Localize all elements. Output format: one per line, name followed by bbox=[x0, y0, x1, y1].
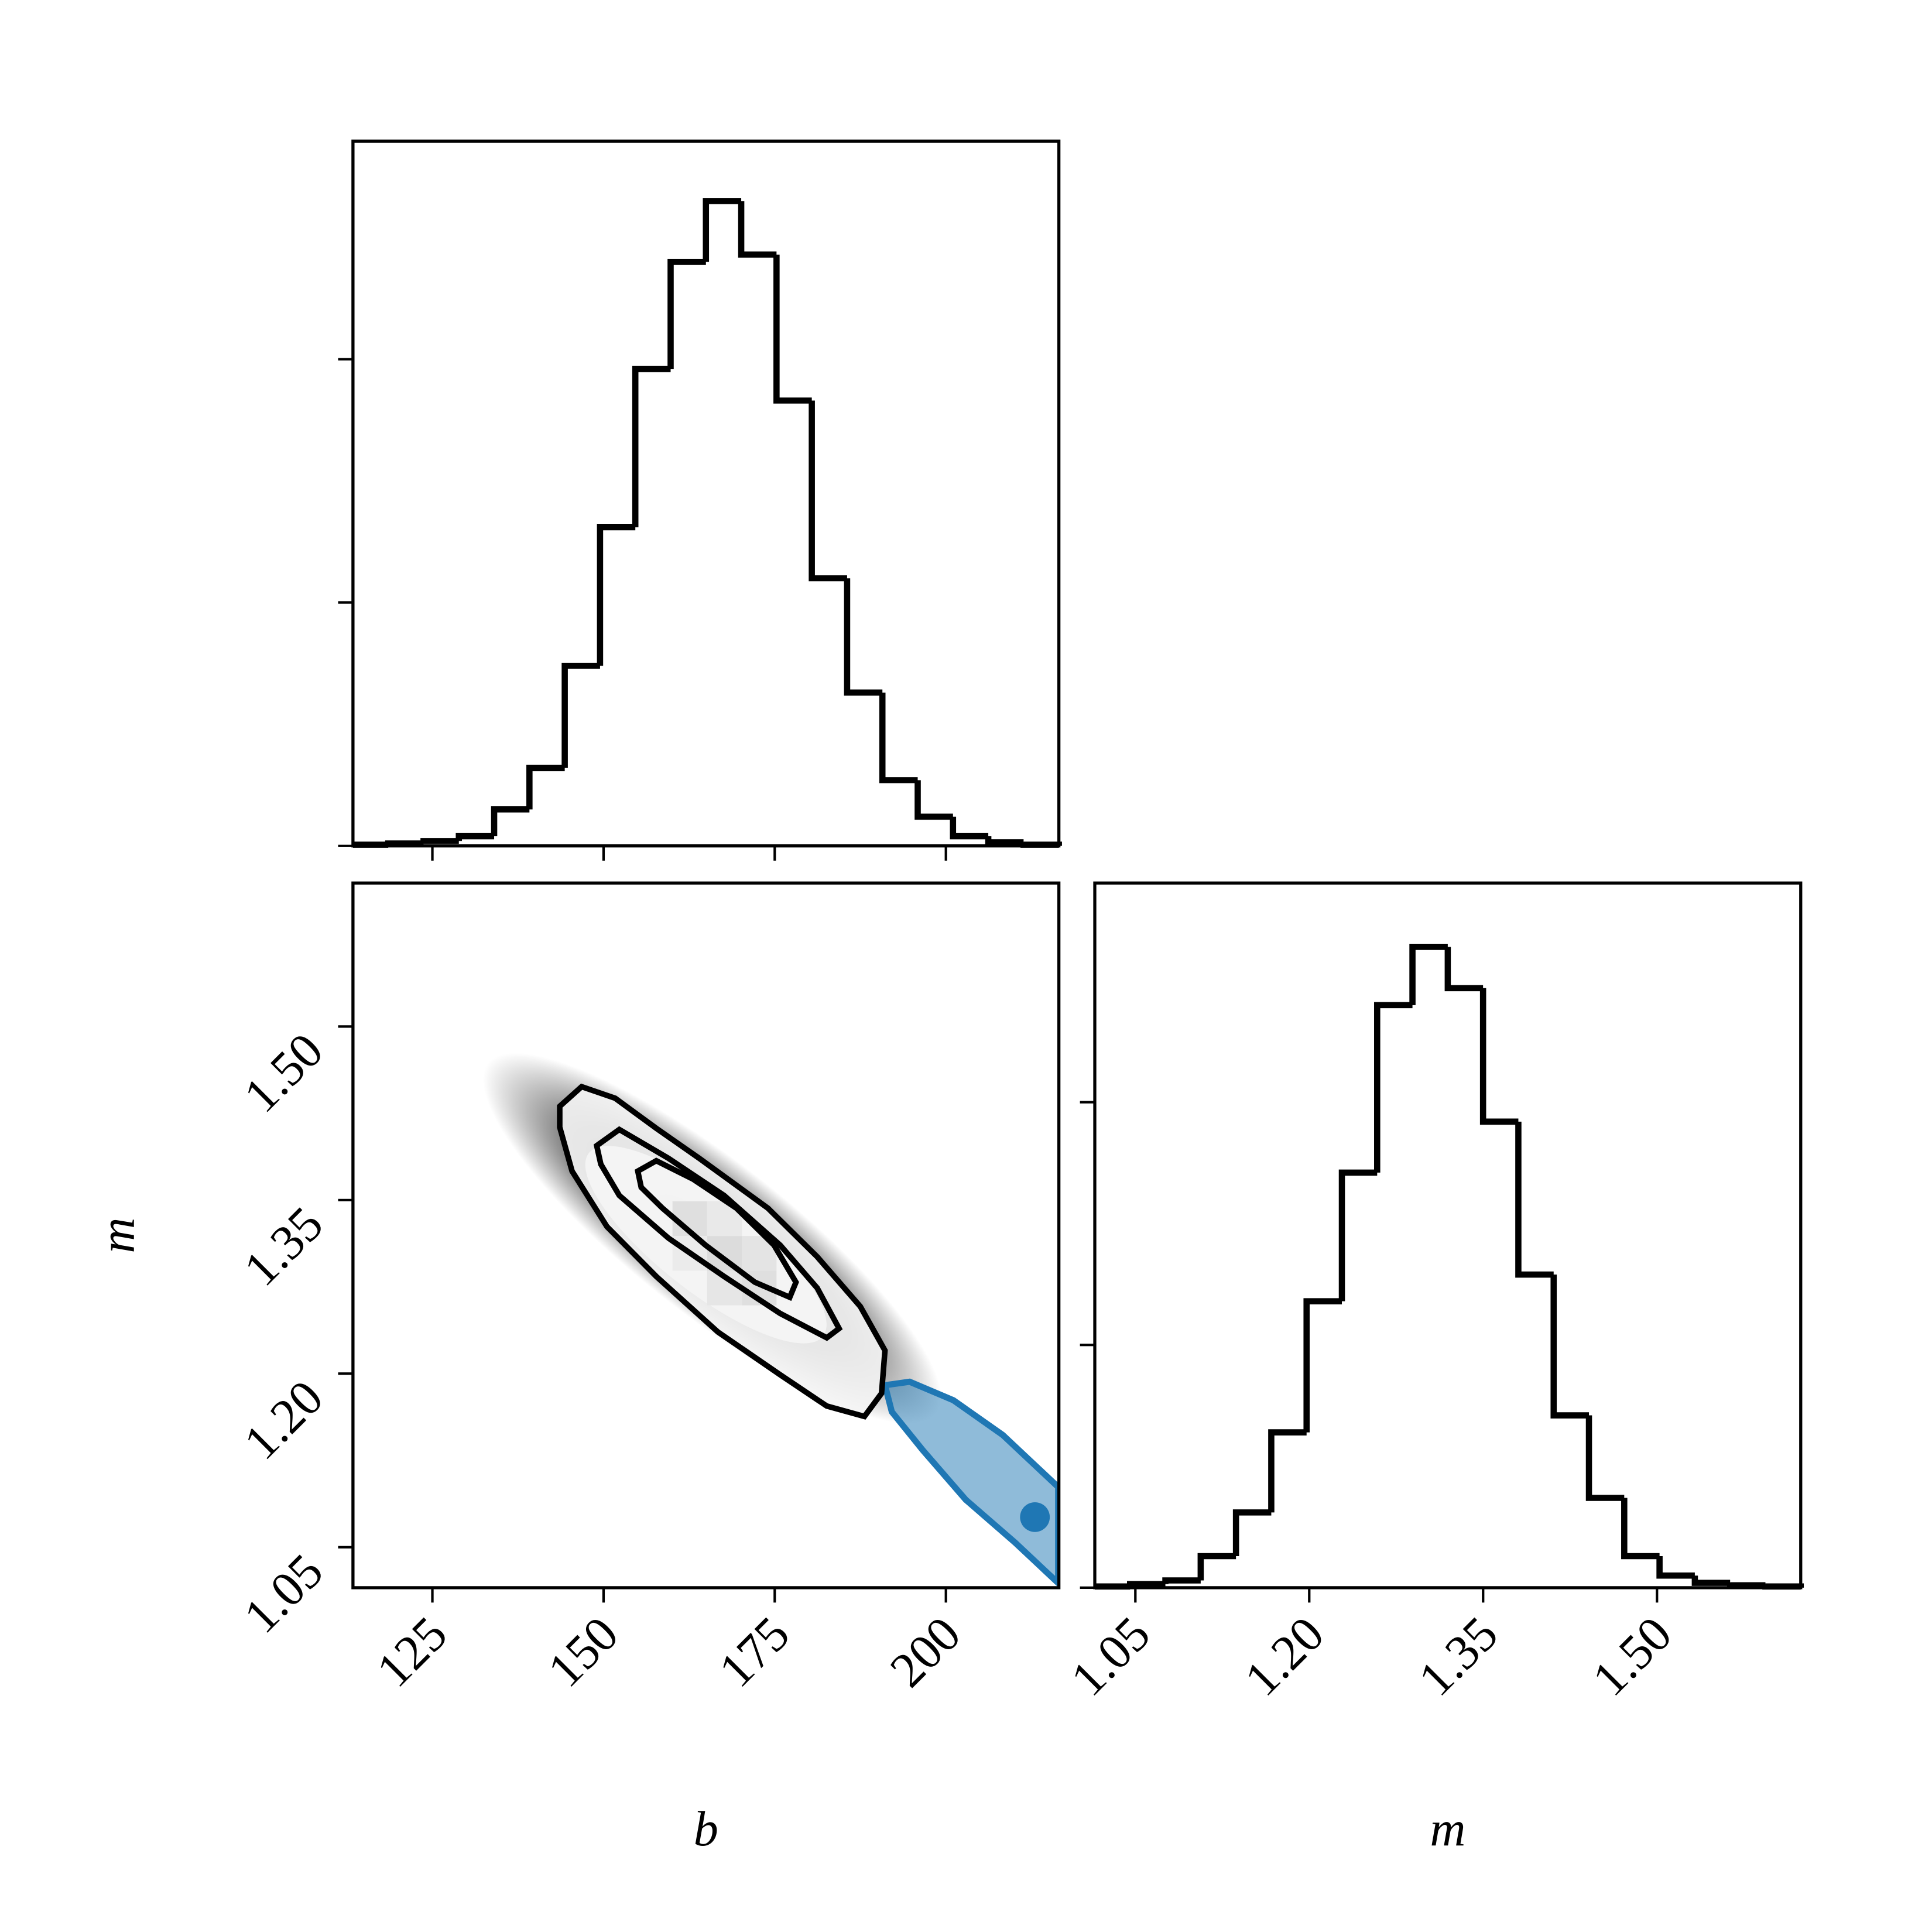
histogram-bin bbox=[1338, 1169, 1378, 1301]
histogram-bin bbox=[1656, 1556, 1695, 1579]
histogram-bin bbox=[1727, 1582, 1766, 1589]
histogram-bin bbox=[667, 259, 706, 369]
truth-region bbox=[881, 1378, 1059, 1588]
histogram-bin bbox=[1550, 1275, 1590, 1419]
x-axis-label: m bbox=[1430, 1802, 1465, 1856]
histogram-bin bbox=[703, 198, 742, 262]
histogram-bin bbox=[1197, 1553, 1236, 1581]
x-tick-label: 1.20 bbox=[1235, 1606, 1334, 1706]
histogram-bin bbox=[985, 836, 1024, 845]
histogram-bin bbox=[420, 838, 459, 844]
axes-frame bbox=[351, 139, 1061, 848]
histogram-bin bbox=[1479, 988, 1519, 1125]
x-axis-label: b bbox=[694, 1802, 718, 1856]
histogram-bin bbox=[526, 765, 565, 810]
histogram-bin bbox=[1621, 1498, 1660, 1560]
x-tick-label: 1.05 bbox=[1061, 1606, 1160, 1706]
truth-point bbox=[1020, 1502, 1050, 1532]
x-tick-label: 150 bbox=[537, 1606, 629, 1698]
y-tick-label: 1.35 bbox=[234, 1197, 333, 1296]
y-tick-label: 1.50 bbox=[234, 1023, 333, 1123]
plot-layer: 125 150 175 200 1.05 1.20 1.35 1.50 b m 1.05 1.20 1.… bbox=[90, 139, 1804, 1856]
contour bbox=[635, 1157, 799, 1301]
histogram-bin bbox=[1585, 1415, 1625, 1501]
histogram-bin bbox=[1162, 1577, 1201, 1584]
histogram-bin bbox=[632, 365, 671, 527]
axes-frame bbox=[351, 881, 1061, 1590]
histogram-bin bbox=[844, 578, 883, 696]
histogram-bin bbox=[1515, 1121, 1554, 1278]
histogram-bin bbox=[1444, 947, 1484, 992]
panel-clip bbox=[557, 1083, 1059, 1588]
histogram-bin bbox=[597, 524, 636, 666]
histogram-bin bbox=[1374, 1002, 1413, 1173]
histogram-bin bbox=[561, 662, 600, 768]
y-axis-label: m bbox=[90, 1218, 145, 1253]
histogram-bin bbox=[455, 833, 495, 841]
histogram-bin bbox=[1409, 944, 1448, 1005]
y-tick-label: 1.20 bbox=[234, 1370, 333, 1469]
histogram-bin bbox=[1127, 1581, 1166, 1587]
y-tick-label: 1.05 bbox=[234, 1544, 333, 1643]
x-tick-label: 175 bbox=[709, 1606, 800, 1698]
axes-frame bbox=[1093, 881, 1803, 1590]
histogram-bin bbox=[1303, 1298, 1342, 1433]
histogram-bin bbox=[738, 201, 777, 258]
histogram-bin bbox=[914, 780, 953, 820]
x-tick-label: 200 bbox=[880, 1606, 971, 1698]
histogram-bin bbox=[950, 816, 989, 840]
histogram-bin bbox=[809, 400, 847, 581]
histogram-bin bbox=[491, 806, 530, 837]
histogram-bin bbox=[385, 840, 424, 847]
x-tick-label: 1.35 bbox=[1409, 1606, 1508, 1706]
x-tick-label: 125 bbox=[366, 1606, 458, 1698]
contour bbox=[593, 1126, 843, 1341]
histogram-bin bbox=[1232, 1509, 1272, 1557]
histogram-bin bbox=[1691, 1575, 1731, 1586]
histogram-bin bbox=[1268, 1429, 1307, 1513]
x-tick-label: 1.50 bbox=[1582, 1606, 1682, 1706]
histogram-bin bbox=[879, 692, 918, 783]
histogram-bin bbox=[773, 254, 812, 404]
